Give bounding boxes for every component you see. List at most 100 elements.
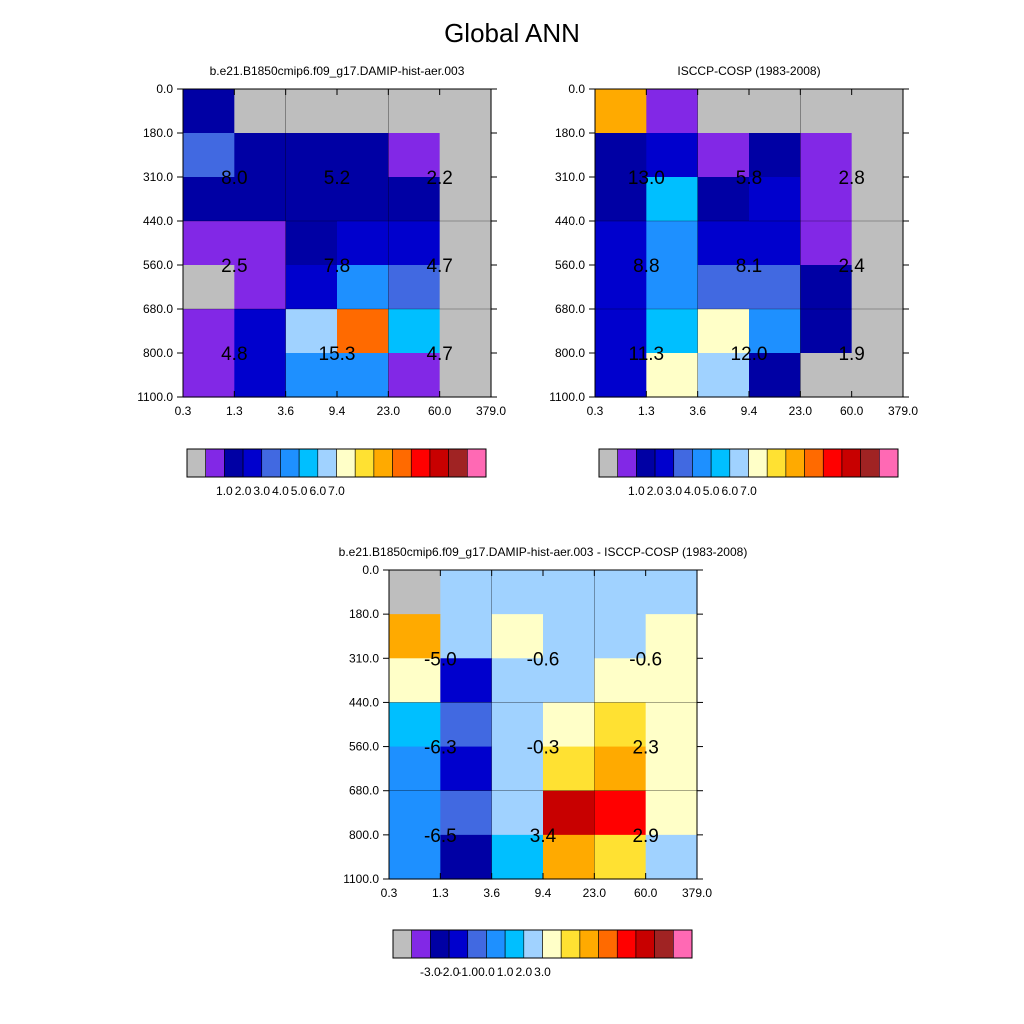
heatmap-cell xyxy=(646,265,699,310)
cell-value-label: 7.8 xyxy=(324,256,350,277)
heatmap-cell xyxy=(389,614,441,659)
colorbar-frame xyxy=(186,448,487,478)
y-tick-label: 1100.0 xyxy=(343,872,379,886)
heatmap-cell xyxy=(389,834,441,880)
heatmap-cell xyxy=(234,177,287,222)
heatmap-cell xyxy=(851,265,904,310)
x-tick-label: 0.3 xyxy=(381,886,398,900)
colorbar-label: 2.0 xyxy=(235,484,252,498)
heatmap-cell xyxy=(697,89,750,134)
heatmap-cell xyxy=(439,89,492,134)
colorbar-swatch xyxy=(635,929,655,959)
heatmap-cell xyxy=(645,658,698,704)
heatmap-cell xyxy=(645,614,698,659)
heatmap-cell xyxy=(234,89,287,134)
colorbar-label: 1.0 xyxy=(497,965,514,979)
y-tick-label: 180.0 xyxy=(555,126,585,140)
x-tick-label: 23.0 xyxy=(377,404,401,418)
colorbar-swatch xyxy=(467,448,487,478)
heatmap-cell xyxy=(439,309,492,354)
panel-3: b.e21.B1850cmip6.f09_g17.DAMIP-hist-aer.… xyxy=(339,545,748,979)
heatmap-cell xyxy=(389,658,441,704)
x-tick-label: 9.4 xyxy=(535,886,552,900)
colorbar-swatch xyxy=(617,448,637,478)
x-tick-label: 23.0 xyxy=(789,404,813,418)
heatmap-cell xyxy=(388,177,441,222)
colorbar-label: 7.0 xyxy=(740,484,757,498)
colorbar: 1.0 2.0 3.0 4.0 5.0 6.0 7.0 xyxy=(186,448,487,498)
heatmap-cell xyxy=(646,177,699,222)
heatmap-cell xyxy=(749,89,801,134)
heatmap-cell xyxy=(234,133,287,178)
heatmap-cell xyxy=(337,133,389,178)
heatmap-cell xyxy=(646,89,699,134)
y-tick-label: 440.0 xyxy=(555,214,585,228)
y-tick-label: 800.0 xyxy=(349,828,379,842)
heatmap-cell xyxy=(183,177,235,222)
cell-value-label: 11.3 xyxy=(629,344,665,365)
colorbar-swatch xyxy=(616,929,637,959)
heatmap-cell xyxy=(645,790,698,836)
colorbar-swatch xyxy=(467,929,487,959)
cell-value-label: 2.9 xyxy=(632,826,658,847)
colorbar-swatch xyxy=(636,448,656,478)
colorbar-frame xyxy=(392,929,693,959)
heatmap-cell xyxy=(491,746,544,792)
heatmap-cell xyxy=(697,221,750,266)
heatmap-cell xyxy=(440,614,493,659)
cell-value-label: -6.3 xyxy=(424,738,457,759)
heatmap-cell xyxy=(337,265,389,310)
heatmap-cell xyxy=(439,133,492,178)
heatmap-cell xyxy=(439,353,492,398)
heatmap-cell xyxy=(440,746,493,792)
heatmap-cell xyxy=(491,702,544,748)
cell-value-label: 2.4 xyxy=(838,256,865,277)
cell-value-label: 8.0 xyxy=(221,168,247,189)
colorbar-swatch xyxy=(430,929,450,959)
colorbar-label: 2.0 xyxy=(647,484,664,498)
heatmap-cell xyxy=(595,353,647,398)
cell-value-label: 2.8 xyxy=(838,168,864,189)
x-tick-label: 3.6 xyxy=(689,404,706,418)
colorbar-swatch xyxy=(224,448,244,478)
heatmap-cell xyxy=(388,353,441,398)
heatmap-cell xyxy=(749,133,801,178)
heatmap-cell xyxy=(800,353,853,398)
colorbar-swatch xyxy=(822,448,843,478)
x-tick-label: 60.0 xyxy=(634,886,658,900)
colorbar-swatch xyxy=(392,929,412,959)
colorbar-label: -1.0 xyxy=(457,965,478,979)
heatmap-cell xyxy=(851,133,904,178)
heatmap-cell xyxy=(491,834,544,880)
heatmap-cell xyxy=(439,221,492,266)
heatmap-cell xyxy=(388,309,441,354)
heatmap-cell xyxy=(697,265,750,310)
heatmap-cell xyxy=(800,309,853,354)
colorbar-swatch xyxy=(579,929,599,959)
heatmap-cell xyxy=(491,790,544,836)
heatmap-cell xyxy=(183,133,235,178)
heatmap-cell xyxy=(749,221,801,266)
colorbar-swatch xyxy=(317,448,337,478)
heatmap-cell xyxy=(234,309,287,354)
colorbar-label: 1.0 xyxy=(216,484,233,498)
heatmap-cell xyxy=(389,746,441,792)
panel-1: b.e21.B1850cmip6.f09_g17.DAMIP-hist-aer.… xyxy=(137,64,506,498)
colorbar-swatch xyxy=(523,929,543,959)
panel-title: ISCCP-COSP (1983-2008) xyxy=(677,64,820,78)
colorbar-label: 2.0 xyxy=(515,965,532,979)
colorbar-label: 4.0 xyxy=(272,484,289,498)
cell-value-label: -0.3 xyxy=(527,738,560,759)
y-tick-label: 1100.0 xyxy=(549,390,585,404)
heatmap-cell xyxy=(594,658,647,704)
heatmap-cell xyxy=(388,221,441,266)
figure-title: Global ANN xyxy=(444,18,580,48)
heatmap-cell xyxy=(285,221,338,266)
x-tick-label: 3.6 xyxy=(277,404,294,418)
heatmap-cell xyxy=(749,353,801,398)
colorbar-swatch xyxy=(804,448,824,478)
heatmap-cell xyxy=(697,309,750,354)
colorbar-swatch xyxy=(598,448,618,478)
heatmap-cell xyxy=(440,834,493,880)
